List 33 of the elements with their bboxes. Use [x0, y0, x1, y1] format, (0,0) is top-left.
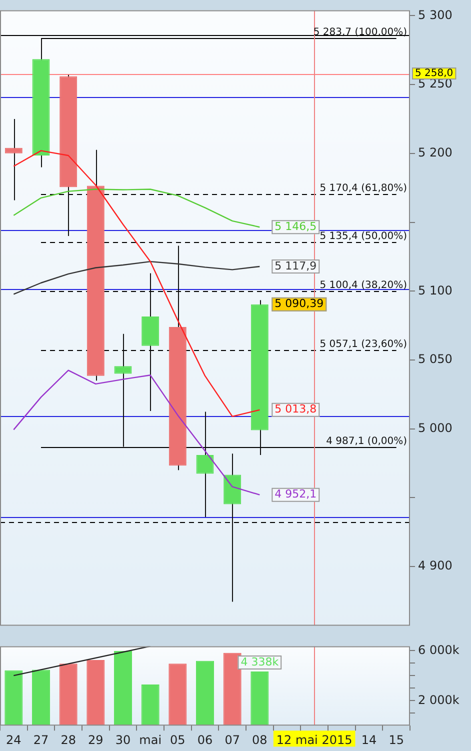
x-tick-label: 29	[88, 732, 104, 747]
annotation: 5 090,39	[274, 297, 324, 310]
ref-line-label: 5 258,0	[415, 68, 454, 80]
ref-line-label: 5 170,4 (61,80%)	[320, 183, 408, 194]
y-tick-label: 5 000	[418, 420, 452, 435]
y-tick-label: 5 300	[418, 8, 452, 22]
x-tick-label: 24	[6, 732, 22, 747]
ref-line-label: 5 135,4 (50,00%)	[320, 231, 408, 242]
y-tick-label: 5 050	[418, 352, 452, 366]
x-tick-label: mai	[139, 732, 162, 747]
x-tick-label: 06	[197, 732, 213, 747]
y-tick-label: 2 000k	[418, 692, 460, 707]
x-tick-label: 05	[170, 732, 186, 747]
y-tick-label: 4 900	[418, 558, 452, 573]
y-tick-label: 6 000k	[418, 642, 460, 657]
x-tick-label: 30	[115, 732, 131, 747]
x-tick-label: 08	[252, 732, 268, 747]
x-tick-label: 07	[224, 732, 240, 747]
x-tick-label: 14	[361, 732, 377, 747]
x-tick-label: 28	[60, 732, 76, 747]
data-label: 5 013,8	[274, 402, 317, 416]
x-tick-label: 15	[388, 732, 404, 747]
ref-line-label: 4 987,1 (0,00%)	[326, 436, 408, 448]
data-label: 5 146,5	[274, 220, 317, 233]
data-label: 5 117,9	[274, 259, 317, 272]
y-tick-label: 5 200	[418, 146, 452, 160]
data-label: 4 952,1	[274, 488, 317, 501]
x-tick-label: 12 mai 2015	[276, 732, 352, 747]
y-tick-label: 5 100	[418, 283, 452, 298]
ref-line-label: 5 057,1 (23,60%)	[320, 339, 408, 350]
ref-line-label: 5 100,4 (38,20%)	[320, 280, 408, 292]
data-label: 4 338k	[240, 655, 280, 668]
x-tick-label: 27	[33, 732, 49, 747]
